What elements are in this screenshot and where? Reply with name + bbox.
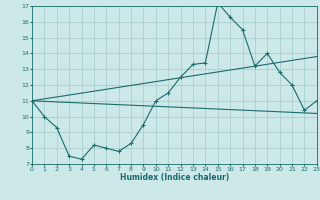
X-axis label: Humidex (Indice chaleur): Humidex (Indice chaleur) <box>120 173 229 182</box>
